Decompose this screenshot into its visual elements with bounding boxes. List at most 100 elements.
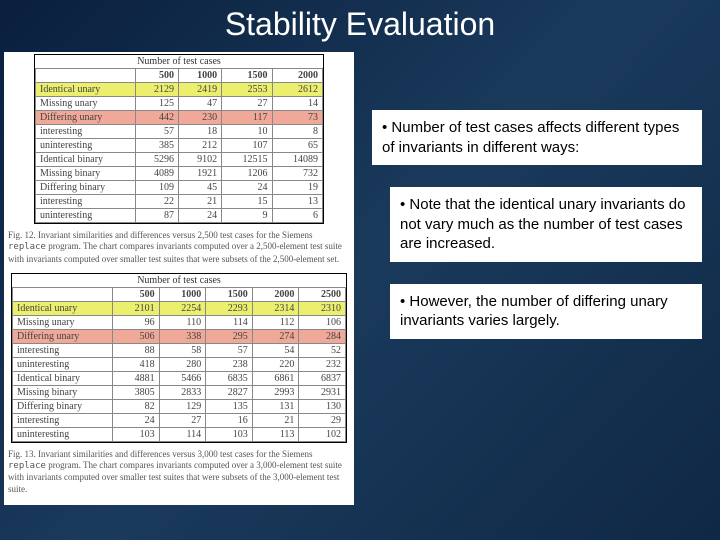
table-row: interesting8858575452 <box>13 343 346 357</box>
row-label: Identical unary <box>36 83 136 97</box>
table-col-header: 1000 <box>159 287 206 301</box>
table-row: uninteresting872496 <box>36 209 323 223</box>
row-label: interesting <box>13 343 113 357</box>
table-cell: 57 <box>136 125 179 139</box>
row-label: Missing unary <box>36 97 136 111</box>
table-cell: 2827 <box>206 385 253 399</box>
table-cell: 2101 <box>113 301 160 315</box>
row-label: Differing unary <box>36 111 136 125</box>
table-cell: 385 <box>136 139 179 153</box>
left-panel: Number of test cases 500100015002000Iden… <box>4 52 354 505</box>
table-cell: 27 <box>222 97 272 111</box>
bullet-3: • However, the number of differing unary… <box>390 284 702 339</box>
table1: 500100015002000Identical unary2129241925… <box>35 68 323 223</box>
row-label: uninteresting <box>13 427 113 441</box>
table-cell: 52 <box>299 343 346 357</box>
table-cell: 110 <box>159 315 206 329</box>
table-row: Missing binary408919211206732 <box>36 167 323 181</box>
table-cell: 5466 <box>159 371 206 385</box>
table-row: Identical unary2129241925532612 <box>36 83 323 97</box>
page-title: Stability Evaluation <box>0 0 720 47</box>
table-cell: 232 <box>299 357 346 371</box>
table-cell: 12515 <box>222 153 272 167</box>
table-cell: 112 <box>252 315 299 329</box>
table-col-header: 1500 <box>222 69 272 83</box>
table-cell: 6835 <box>206 371 253 385</box>
table-cell: 2419 <box>179 83 222 97</box>
row-label: Differing binary <box>13 399 113 413</box>
table-col-header: 2000 <box>272 69 322 83</box>
row-label: interesting <box>36 195 136 209</box>
table-cell: 125 <box>136 97 179 111</box>
table-cell: 18 <box>179 125 222 139</box>
table-cell: 442 <box>136 111 179 125</box>
caption1-program: replace <box>8 242 46 252</box>
caption2-program: replace <box>8 461 46 471</box>
table-cell: 338 <box>159 329 206 343</box>
table-cell: 114 <box>159 427 206 441</box>
table-corner <box>36 69 136 83</box>
table2-wrap: Number of test cases 5001000150020002500… <box>11 273 347 443</box>
table-cell: 3805 <box>113 385 160 399</box>
row-label: uninteresting <box>36 139 136 153</box>
table-cell: 506 <box>113 329 160 343</box>
table-cell: 130 <box>299 399 346 413</box>
table-row: uninteresting418280238220232 <box>13 357 346 371</box>
table-cell: 238 <box>206 357 253 371</box>
table-cell: 103 <box>206 427 253 441</box>
right-content: • Number of test cases affects different… <box>372 110 702 361</box>
table-cell: 106 <box>299 315 346 329</box>
table-cell: 24 <box>222 181 272 195</box>
table-cell: 29 <box>299 413 346 427</box>
table-cell: 14089 <box>272 153 322 167</box>
table-cell: 88 <box>113 343 160 357</box>
table-cell: 2129 <box>136 83 179 97</box>
table-row: Missing unary125472714 <box>36 97 323 111</box>
table-cell: 4089 <box>136 167 179 181</box>
table-cell: 295 <box>206 329 253 343</box>
table-cell: 135 <box>206 399 253 413</box>
table-cell: 114 <box>206 315 253 329</box>
table-cell: 45 <box>179 181 222 195</box>
table1-wrap: Number of test cases 500100015002000Iden… <box>34 54 324 224</box>
table-cell: 274 <box>252 329 299 343</box>
table-cell: 87 <box>136 209 179 223</box>
table-row: Identical binary529691021251514089 <box>36 153 323 167</box>
table-row: Differing unary44223011773 <box>36 111 323 125</box>
row-label: interesting <box>36 125 136 139</box>
table-cell: 284 <box>299 329 346 343</box>
table-cell: 1206 <box>222 167 272 181</box>
table-row: Identical binary48815466683568616837 <box>13 371 346 385</box>
table-col-header: 1000 <box>179 69 222 83</box>
table-cell: 4881 <box>113 371 160 385</box>
row-label: Identical unary <box>13 301 113 315</box>
caption1-prefix: Fig. 12. Invariant similarities and diff… <box>8 230 313 240</box>
table-cell: 2293 <box>206 301 253 315</box>
table-cell: 9 <box>222 209 272 223</box>
table1-header-label: Number of test cases <box>35 55 323 68</box>
caption2-suffix: program. The chart compares invariants c… <box>8 460 342 494</box>
table-cell: 2314 <box>252 301 299 315</box>
table-cell: 6837 <box>299 371 346 385</box>
table-cell: 109 <box>136 181 179 195</box>
table-cell: 9102 <box>179 153 222 167</box>
table-cell: 19 <box>272 181 322 195</box>
table-cell: 418 <box>113 357 160 371</box>
table-cell: 21 <box>179 195 222 209</box>
caption1-suffix: program. The chart compares invariants c… <box>8 241 342 263</box>
table-cell: 732 <box>272 167 322 181</box>
table-cell: 129 <box>159 399 206 413</box>
table-cell: 2993 <box>252 385 299 399</box>
table-cell: 58 <box>159 343 206 357</box>
caption1: Fig. 12. Invariant similarities and diff… <box>6 226 352 273</box>
table-row: Differing binary109452419 <box>36 181 323 195</box>
table-cell: 2612 <box>272 83 322 97</box>
table-corner <box>13 287 113 301</box>
table-cell: 2553 <box>222 83 272 97</box>
row-label: Differing unary <box>13 329 113 343</box>
table-cell: 96 <box>113 315 160 329</box>
table-row: Differing binary82129135131130 <box>13 399 346 413</box>
table-cell: 21 <box>252 413 299 427</box>
table-cell: 73 <box>272 111 322 125</box>
table-cell: 24 <box>113 413 160 427</box>
